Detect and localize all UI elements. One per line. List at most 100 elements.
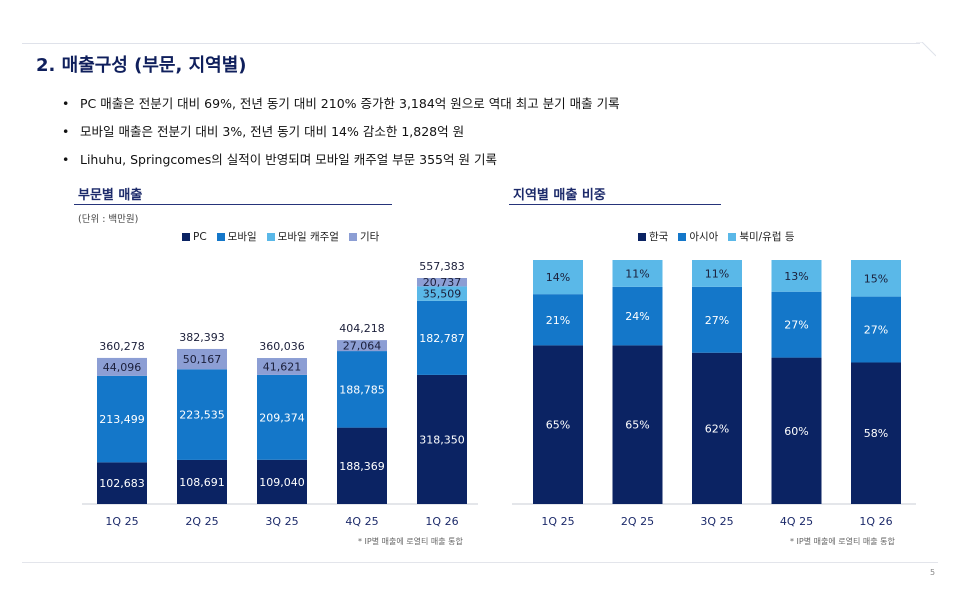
legend-label: 북미/유럽 등 [739, 231, 795, 243]
bar-segment [612, 286, 663, 346]
data-label: 223,535 [179, 409, 225, 422]
legend-label: 모바일 캐주얼 [277, 231, 339, 243]
bar-segment [851, 260, 901, 297]
data-label: 13% [784, 270, 808, 283]
data-label: 182,787 [419, 332, 465, 345]
bar-segment [851, 362, 901, 504]
unit-note: (단위 : 백만원) [78, 214, 139, 225]
legend-label: PC [193, 230, 207, 243]
bottom-divider [22, 562, 938, 563]
bar-segment [97, 375, 147, 463]
data-label: 60% [784, 425, 808, 438]
data-label: 318,350 [419, 433, 465, 446]
corner-decoration [916, 42, 936, 57]
data-label: 188,785 [339, 383, 385, 396]
legend-label: 아시아 [689, 231, 719, 243]
category-label: 3Q 25 [700, 515, 733, 528]
bar-segment [337, 340, 387, 352]
bar-segment [177, 369, 227, 460]
bar-segment [337, 427, 387, 504]
legend-item-other: 기타 [348, 229, 380, 244]
bar-segment [771, 357, 822, 504]
page-title: 2. 매출구성 (부문, 지역별) [36, 55, 247, 76]
bar-segment [257, 358, 307, 375]
category-label: 1Q 25 [105, 515, 138, 528]
legend-swatch [266, 232, 275, 241]
data-label: 27,064 [343, 340, 382, 353]
legend-item-mobile-casual: 모바일 캐주얼 [266, 229, 339, 244]
data-label: 65% [546, 419, 570, 432]
region-legend: 한국 아시아 북미/유럽 등 [638, 229, 795, 244]
top-divider [22, 43, 920, 44]
legend-item-korea: 한국 [638, 229, 668, 244]
page-number: 5 [930, 568, 936, 577]
data-label: 188,369 [339, 460, 385, 473]
bar-segment [533, 260, 583, 295]
data-label: 15% [864, 272, 888, 285]
total-label: 382,393 [179, 331, 225, 344]
total-label: 404,218 [339, 322, 385, 335]
data-label: 108,691 [179, 476, 225, 489]
segment-chart-title: 부문별 매출 [78, 188, 143, 203]
region-chart-title: 지역별 매출 비중 [513, 188, 606, 203]
legend-label: 기타 [359, 231, 380, 243]
bar-segment [257, 374, 307, 460]
legend-swatch [638, 232, 646, 241]
data-label: 20,737 [423, 276, 462, 289]
data-label: 14% [546, 271, 570, 284]
bar-segment [97, 462, 147, 504]
legend-item-mobile: 모바일 [216, 229, 257, 244]
category-label: 3Q 25 [265, 515, 298, 528]
legend-item-asia: 아시아 [678, 229, 718, 244]
total-label: 360,036 [259, 340, 305, 353]
bar-segment [97, 357, 147, 376]
region-title-underline [509, 204, 721, 205]
bar-segment [533, 294, 583, 346]
data-label: 102,683 [99, 477, 145, 490]
bar-segment [692, 352, 742, 504]
data-label: 21% [546, 314, 570, 327]
category-label: 2Q 25 [621, 515, 654, 528]
region-footnote: * IP별 매출에 로열티 매출 통합 [790, 537, 895, 546]
bar-segment [337, 351, 387, 428]
data-label: 209,374 [259, 411, 305, 424]
data-label: 50,167 [183, 353, 222, 366]
bar-segment [417, 374, 467, 504]
legend-swatch [182, 232, 190, 241]
segment-footnote: * IP별 매출에 로열티 매출 통합 [358, 537, 463, 546]
category-label: 1Q 26 [425, 515, 458, 528]
data-label: 11% [705, 267, 729, 280]
data-label: 27% [864, 324, 888, 337]
legend-swatch [678, 232, 687, 241]
bar-segment [771, 260, 822, 292]
data-label: 11% [625, 267, 649, 280]
bullet-item: PC 매출은 전분기 대비 69%, 전년 동기 대비 210% 증가한 3,1… [62, 90, 620, 118]
data-label: 213,499 [99, 413, 145, 426]
category-label: 4Q 25 [780, 515, 813, 528]
bullet-item: Lihuhu, Springcomes의 실적이 반영되며 모바일 캐주얼 부문… [62, 146, 620, 174]
bar-segment [692, 286, 742, 353]
data-label: 62% [705, 422, 729, 435]
total-label: 557,383 [419, 260, 465, 273]
legend-swatch [348, 232, 357, 241]
bar-segment [417, 300, 467, 375]
legend-label: 모바일 [227, 231, 257, 243]
segment-legend: PC 모바일 모바일 캐주얼 기타 [182, 229, 379, 244]
data-label: 41,621 [263, 360, 302, 373]
legend-swatch [216, 232, 225, 241]
category-label: 2Q 25 [185, 515, 218, 528]
legend-item-pc: PC [182, 231, 207, 243]
category-label: 4Q 25 [345, 515, 378, 528]
data-label: 24% [625, 310, 649, 323]
total-label: 360,278 [99, 340, 145, 353]
legend-label: 한국 [649, 231, 669, 243]
data-label: 65% [625, 419, 649, 432]
bar-segment [771, 291, 822, 358]
data-label: 44,096 [103, 361, 142, 374]
bar-segment [417, 286, 467, 301]
bullet-item: 모바일 매출은 전분기 대비 3%, 전년 동기 대비 14% 감소한 1,82… [62, 118, 620, 146]
bar-segment [417, 278, 467, 287]
bar-segment [851, 296, 901, 363]
